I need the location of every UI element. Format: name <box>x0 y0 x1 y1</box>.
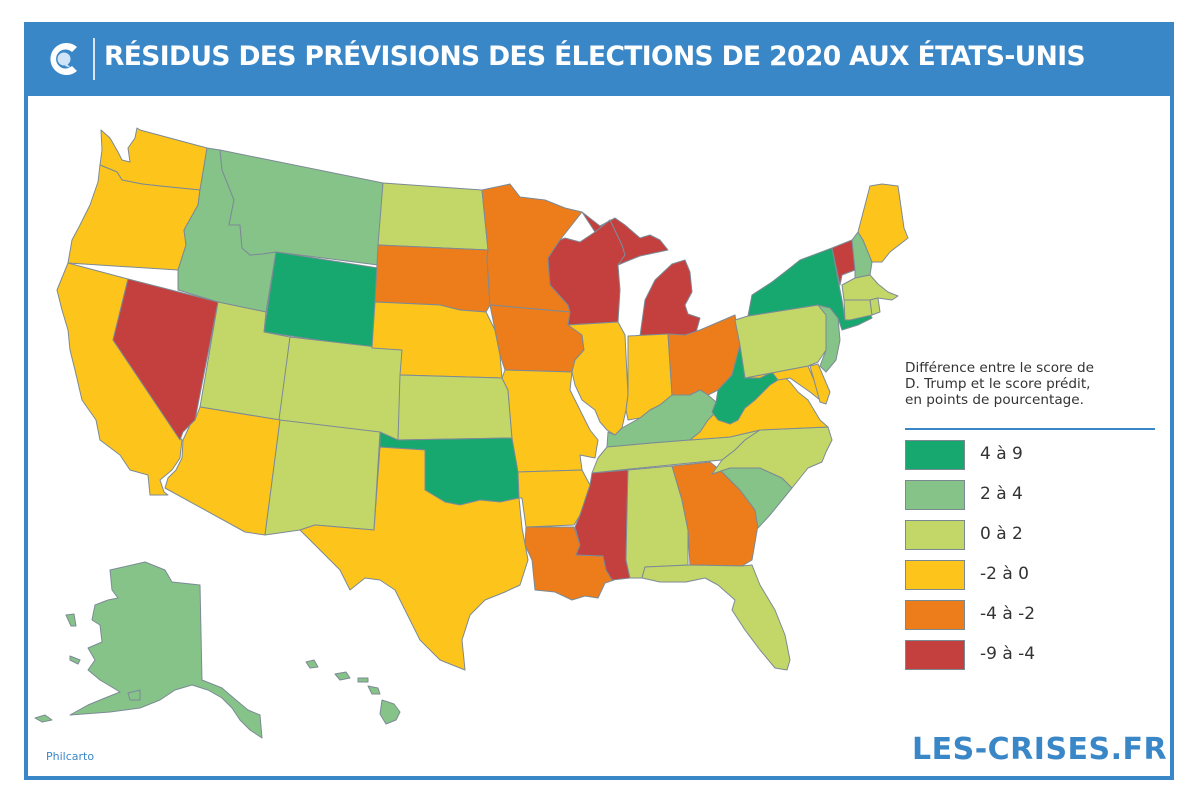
state-alaska-island <box>127 689 141 701</box>
legend-swatch <box>905 640 965 670</box>
les-crises-c-logo-icon <box>50 43 77 75</box>
legend-swatch <box>905 440 965 470</box>
legend-label: -9 à -4 <box>980 644 1036 664</box>
legend-swatch <box>905 480 965 510</box>
legend-divider <box>905 428 1155 430</box>
header-separator <box>93 38 95 80</box>
brand-logo-les-crises[interactable]: LES-CRISES.FR <box>912 732 1168 767</box>
state-alaska-island <box>34 714 53 723</box>
state-florida <box>641 564 791 671</box>
legend-swatch <box>905 560 965 590</box>
state-michigan <box>581 211 669 266</box>
state-alaska <box>69 561 263 739</box>
state-alaska-island <box>65 613 77 627</box>
state-rhode-island <box>869 297 881 316</box>
state-hawaii-maui <box>367 685 381 695</box>
state-north-dakota <box>377 182 489 251</box>
state-hawaii-oahu <box>334 671 351 681</box>
state-wyoming <box>263 251 379 349</box>
state-arkansas <box>517 469 591 528</box>
state-connecticut <box>843 299 873 321</box>
legend-title-line: en points de pourcentage. <box>905 392 1084 408</box>
credit-philcarto: Philcarto <box>46 750 95 763</box>
legend-title-line: Différence entre le score de <box>905 360 1094 376</box>
state-hawaii-kauai <box>305 659 319 669</box>
state-delaware <box>809 363 831 405</box>
state-north-carolina <box>711 426 833 489</box>
state-hawaii-molokai <box>357 677 369 683</box>
legend-label: 2 à 4 <box>980 484 1023 504</box>
state-south-dakota <box>374 244 491 313</box>
state-vermont <box>831 239 856 286</box>
state-illinois <box>567 321 629 436</box>
state-west-virginia <box>711 344 779 425</box>
state-michigan-lower <box>639 259 701 339</box>
page-title: RÉSIDUS DES PRÉVISIONS DES ÉLECTIONS DE … <box>104 41 1086 72</box>
state-alaska-island <box>69 655 81 665</box>
state-new-mexico <box>264 419 381 536</box>
state-california <box>56 262 183 496</box>
legend-title-line: D. Trump et le score prédit, <box>905 376 1091 392</box>
header-bar: RÉSIDUS DES PRÉVISIONS DES ÉLECTIONS DE … <box>24 22 1174 96</box>
legend-swatch <box>905 600 965 630</box>
legend-label: -2 à 0 <box>980 564 1029 584</box>
state-maine <box>857 183 909 263</box>
legend-title: Différence entre le score de D. Trump et… <box>905 360 1165 408</box>
legend-label: -4 à -2 <box>980 604 1036 624</box>
legend-swatch <box>905 520 965 550</box>
state-massachusetts <box>841 274 899 301</box>
state-kansas <box>397 374 513 441</box>
legend-label: 4 à 9 <box>980 444 1023 464</box>
state-montana <box>219 149 384 266</box>
state-texas <box>299 446 529 671</box>
state-hawaii-big-island <box>379 699 401 725</box>
legend-label: 0 à 2 <box>980 524 1023 544</box>
state-missouri <box>501 369 599 473</box>
